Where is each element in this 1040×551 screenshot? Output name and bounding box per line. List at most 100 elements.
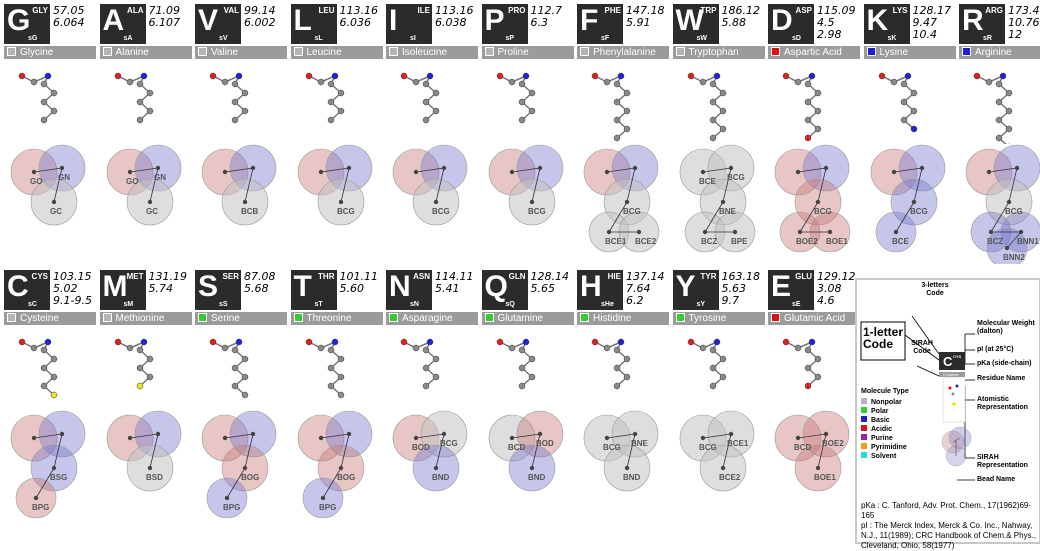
sirah-representation: BCG: [297, 144, 372, 226]
bead-bond: [244, 433, 254, 469]
atom: [522, 338, 529, 346]
type-swatch: [861, 443, 867, 449]
property-values: 99.14 6.002: [244, 5, 276, 29]
atom: [910, 107, 917, 115]
molecular-weight: 87.08: [244, 270, 276, 283]
bead-label: BCG: [623, 207, 641, 216]
atom: [814, 89, 822, 97]
bead-label: BPG: [319, 503, 336, 512]
isoelectric-point: 5.68: [244, 282, 269, 295]
atomistic-representation: [878, 72, 917, 133]
atom: [136, 116, 143, 124]
bead-bond: [722, 433, 731, 469]
residue-name: Phenylalanine: [593, 47, 656, 58]
residue-name-bar: Lysine: [863, 46, 956, 59]
bead-label: BCG: [1005, 207, 1023, 216]
residue-name-bar: Aspartic Acid: [768, 46, 860, 59]
sirah-code: sY: [696, 301, 706, 308]
molecule-type-swatch: [102, 313, 112, 322]
bead-bond: [340, 433, 349, 469]
atom: [317, 344, 324, 352]
isoelectric-point: 6.036: [339, 16, 372, 29]
atom: [687, 72, 694, 80]
one-letter-code: D: [771, 4, 793, 37]
type-label: Basic: [871, 417, 890, 424]
residue-header: H HIE sHe 137.14 7.64 6.2: [577, 270, 669, 310]
atom: [709, 346, 716, 354]
molecule-type-swatch: [484, 47, 494, 56]
bead-bond: [224, 433, 254, 439]
molecule-type-swatch: [293, 47, 303, 56]
type-swatch: [861, 416, 867, 422]
residue-card-asparagine: N ASN sN 114.11 5.41 Asparagine BOD BCG BND: [386, 270, 478, 532]
legend-weight-label: Molecular Weight (dalton): [977, 320, 1035, 335]
atom: [617, 338, 625, 346]
bead-label: BNN1: [1017, 237, 1039, 246]
residue-name: Threonine: [306, 313, 352, 324]
bead-center: [604, 169, 610, 175]
residue-header: L LEU sL 113.16 6.036: [290, 4, 383, 44]
atom: [613, 98, 621, 106]
atom: [814, 373, 822, 381]
three-letter-code: ARG: [985, 6, 1003, 15]
residue-header: P PRO sP 112.7 6.3: [481, 4, 574, 44]
atom: [794, 78, 802, 86]
property-values: 103.15 5.02 9.1-9.5: [53, 271, 92, 307]
isoelectric-point: 5.88: [721, 16, 747, 29]
bead-bond: [895, 201, 914, 233]
code-block: N ASN sN: [386, 270, 432, 310]
legend-molecule-type-title: Molecule Type: [861, 388, 909, 395]
one-letter-code: S: [198, 270, 219, 303]
bead-bond: [893, 167, 922, 173]
bead-label: BOG: [241, 473, 259, 482]
one-letter-code: K: [866, 4, 889, 37]
bead-bond: [435, 167, 445, 203]
bead-label: BCD: [508, 443, 526, 452]
atom: [327, 346, 334, 354]
atom: [412, 344, 420, 352]
code-block: D ASP sD: [768, 4, 814, 44]
atom: [782, 338, 790, 346]
atom: [40, 80, 48, 88]
bead-bond: [320, 167, 349, 173]
legend-example-code3: CYS: [953, 354, 962, 359]
bead-label: BND: [528, 473, 546, 482]
bead-bond: [817, 433, 827, 469]
atomistic-representation: [209, 72, 249, 124]
one-letter-code: Q: [484, 270, 508, 303]
residue-name: Tryptophan: [688, 47, 739, 58]
isoelectric-point: 5.65: [530, 282, 556, 295]
bead-bond: [129, 167, 158, 173]
atom: [719, 107, 726, 115]
residue-card-threonine: T THR sT 101.11 5.60 Threonine BOG BPG: [290, 270, 383, 532]
legend-type-basic: Basic: [861, 416, 907, 425]
atom: [136, 346, 143, 354]
molecule-type-swatch: [7, 313, 16, 322]
bead-center: [318, 169, 323, 175]
residue-name-bar: Arginine: [959, 46, 1040, 59]
atom: [518, 382, 525, 390]
residue-header: N ASN sN 114.11 5.41: [386, 270, 478, 310]
residue-header: F PHE sF 147.18 5.91: [577, 4, 669, 44]
atom: [327, 98, 334, 106]
residue-header: W TRP sW 186.12 5.88: [672, 4, 765, 44]
legend-type-polar: Polar: [861, 407, 907, 416]
bead-center: [224, 495, 230, 501]
residue-header: K LYS sK 128.17 9.47 10.4: [863, 4, 956, 44]
one-letter-code: R: [962, 4, 984, 37]
bead-label: BND: [432, 473, 450, 482]
bead-center: [51, 199, 57, 205]
sirah-representation: BCB: [201, 144, 277, 226]
property-values: 112.7 6.3: [531, 5, 563, 29]
atom: [623, 89, 631, 97]
bead-label: BNE: [719, 207, 737, 216]
atom: [140, 72, 147, 80]
residue-name: Lysine: [879, 47, 909, 58]
residue-name-bar: Glutamic Acid: [768, 312, 860, 325]
atom: [126, 344, 133, 352]
atomistic-representation: [305, 72, 344, 124]
side-chain-pka: 9.1-9.5: [53, 294, 92, 307]
bead-center: [155, 165, 160, 171]
molecular-weight: 112.7: [530, 4, 563, 17]
residue-header: D ASP sD 115.09 4.5 2.98: [768, 4, 860, 44]
